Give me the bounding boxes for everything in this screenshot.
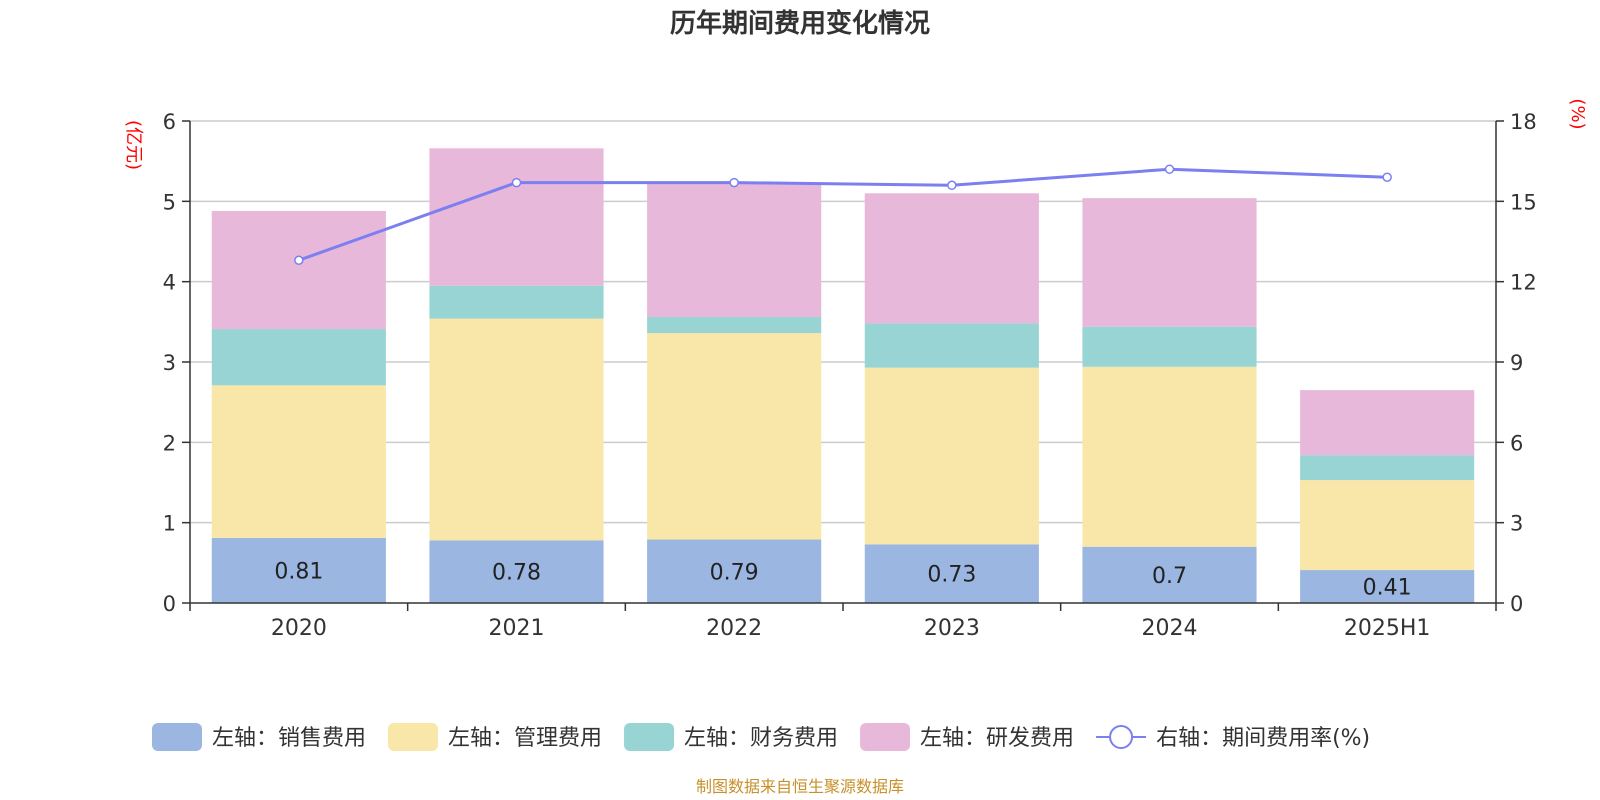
x-tick-label: 2025H1 [1344, 616, 1431, 641]
bar-segment [211, 210, 386, 330]
x-tick-label: 2024 [1142, 616, 1198, 641]
left-tick-label: 0 [163, 592, 176, 616]
left-tick-label: 6 [163, 110, 176, 134]
bar-segment [864, 367, 1039, 545]
bar-segment [647, 539, 822, 603]
rate-line-path [298, 167, 1388, 262]
legend-swatch [152, 723, 202, 751]
bar-value-label: 0.73 [927, 563, 976, 588]
bar-segment [429, 148, 604, 286]
x-tick-label: 2022 [706, 616, 762, 641]
legend-label: 左轴：财务费用 [684, 726, 838, 751]
bar-value-label: 0.7 [1152, 564, 1187, 589]
x-tick-label: 2021 [489, 616, 545, 641]
right-tick-label: 15 [1510, 190, 1537, 214]
bar-segment [864, 193, 1039, 324]
bar-segment [1082, 326, 1257, 367]
bar-segment [864, 544, 1039, 603]
x-tick-label: 2020 [271, 616, 327, 641]
left-tick-label: 1 [163, 512, 176, 536]
left-tick-label: 2 [163, 431, 176, 455]
right-tick-label: 6 [1510, 431, 1523, 455]
bar-segment [429, 285, 604, 319]
rate-line-point [1382, 172, 1392, 182]
rate-line-point [511, 177, 522, 188]
bar-segment [1300, 570, 1475, 603]
bar-segment [647, 317, 822, 334]
legend-swatch [388, 723, 439, 751]
bar-segment [211, 537, 386, 603]
right-tick-label: 3 [1510, 512, 1523, 536]
left-tick-label: 5 [163, 190, 176, 214]
bar-segment [211, 385, 386, 538]
bar-segment [1300, 455, 1475, 481]
legend-label: 左轴：销售费用 [212, 726, 366, 751]
legend-label: 左轴：管理费用 [448, 726, 602, 751]
bar-segment [864, 323, 1039, 368]
left-tick-label: 4 [163, 271, 176, 295]
bar-segment [211, 329, 386, 386]
legend-label: 右轴：期间费用率(%) [1156, 726, 1370, 751]
rate-line [294, 164, 1392, 265]
chart-title: 历年期间费用变化情况 [670, 8, 930, 39]
legend-swatch [624, 723, 675, 751]
legend-label: 左轴：研发费用 [920, 726, 1074, 751]
rate-line-point [729, 177, 739, 188]
right-tick-label: 0 [1510, 592, 1523, 616]
left-tick-label: 3 [163, 351, 176, 375]
bar-segment [647, 333, 822, 540]
bar-segment [1082, 546, 1257, 603]
bar-segment [647, 182, 822, 318]
rate-line-point [1164, 164, 1175, 174]
right-tick-label: 9 [1510, 351, 1523, 375]
legend: 左轴：销售费用 左轴：管理费用 左轴：财务费用 左轴：研发费用 右轴：期间费用率(%) [152, 723, 1370, 751]
grid-lines [190, 120, 1496, 524]
bar-value-label: 0.81 [274, 559, 323, 584]
bar-segment [1082, 198, 1257, 327]
bar-segment [1300, 390, 1475, 456]
left-axis-unit: (亿元) [123, 120, 144, 170]
bar-segment [1300, 480, 1475, 571]
right-axis-unit: (%) [1567, 98, 1588, 129]
rate-line-point [947, 180, 957, 191]
bar-segment [429, 540, 604, 603]
x-tick-label: 2023 [924, 616, 980, 641]
rate-line-point [294, 255, 304, 265]
data-source-note: 制图数据来自恒生聚源数据库 [696, 777, 904, 796]
bars: 0.81 0.78 0.79 0.73 0.7 0.41 [211, 148, 1475, 603]
right-tick-label: 12 [1510, 271, 1537, 295]
bar-value-label: 0.79 [710, 560, 759, 585]
bar-value-label: 0.78 [492, 561, 541, 586]
bar-value-label: 0.41 [1363, 576, 1412, 601]
right-tick-label: 18 [1510, 110, 1537, 134]
bar-segment [1082, 366, 1257, 547]
legend-swatch [860, 723, 911, 751]
legend-marker [1109, 725, 1134, 749]
bar-segment [429, 318, 604, 541]
